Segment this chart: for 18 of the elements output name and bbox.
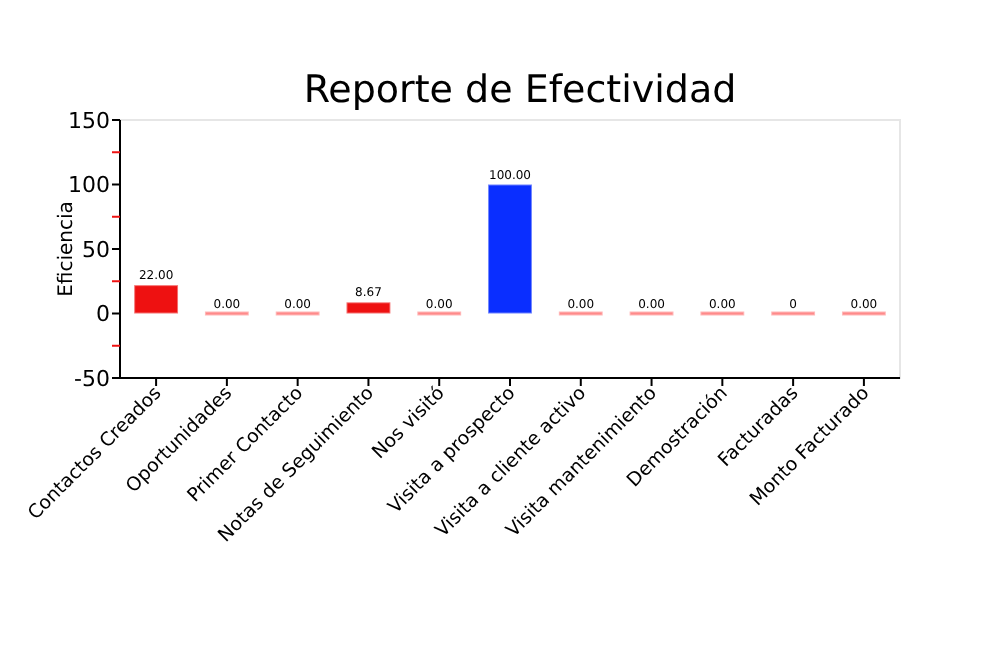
y-tick-label: 50 [82, 236, 110, 263]
y-axis-title: Eficiencia [56, 201, 78, 297]
bar [487, 183, 533, 315]
bar [840, 310, 887, 317]
bar [345, 301, 392, 315]
bar [628, 310, 675, 317]
y-tick-label: 150 [68, 107, 110, 134]
bar [416, 310, 463, 317]
y-tick-label: 0 [96, 301, 110, 328]
bar [203, 310, 250, 317]
chart-title: Reporte de Efectividad [303, 68, 737, 112]
bar [133, 284, 180, 315]
bar [770, 310, 817, 317]
bar [557, 310, 604, 317]
y-tick-label: -50 [74, 365, 110, 392]
bar [699, 310, 746, 317]
y-tick-label: 100 [68, 172, 110, 199]
bar [274, 310, 321, 317]
